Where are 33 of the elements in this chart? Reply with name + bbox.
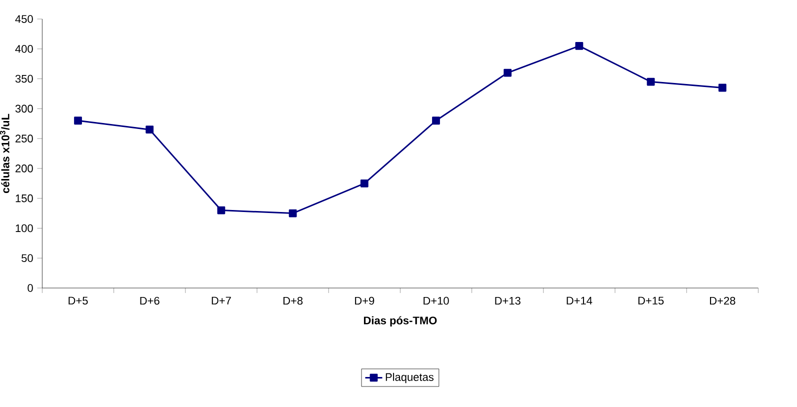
y-tick-label: 50 [22,254,33,262]
x-axis-title: Dias pós-TMO [364,316,437,327]
point [718,84,726,92]
y-tick-label: 100 [16,224,33,232]
y-tick-label: 250 [16,134,33,142]
point [288,209,297,218]
y-tick-label: 150 [16,194,33,202]
x-tick-label: D+8 [283,296,303,305]
point [432,116,440,125]
y-tick-label: 0 [28,284,33,292]
x-tick-label: D+14 [566,296,592,304]
y-axis-title: células x10$^{3}$/uL [0,114,10,194]
point [360,179,368,188]
point [146,126,154,134]
x-tick-label: D+15 [638,296,664,305]
x-tick-label: D+13 [495,296,520,305]
point [217,206,226,214]
legend-label: Plaquetas [386,372,434,384]
point [646,78,655,86]
y-tick-label: 450 [15,15,33,23]
x-tick-label: D+9 [355,296,374,305]
x-tick-label: D+7 [212,296,231,304]
x-tick-label: D+28 [710,296,736,305]
x-tick-label: D+5 [68,296,88,305]
y-tick-label: 200 [16,164,33,172]
y-tick-label: 400 [15,44,33,53]
y-tick-label: 300 [15,104,33,113]
x-tick-label: D+6 [140,296,160,305]
point [504,68,512,77]
y-tick-label: 350 [15,74,33,83]
x-tick-label: D+10 [424,296,449,305]
point [74,116,82,125]
point [575,42,584,50]
